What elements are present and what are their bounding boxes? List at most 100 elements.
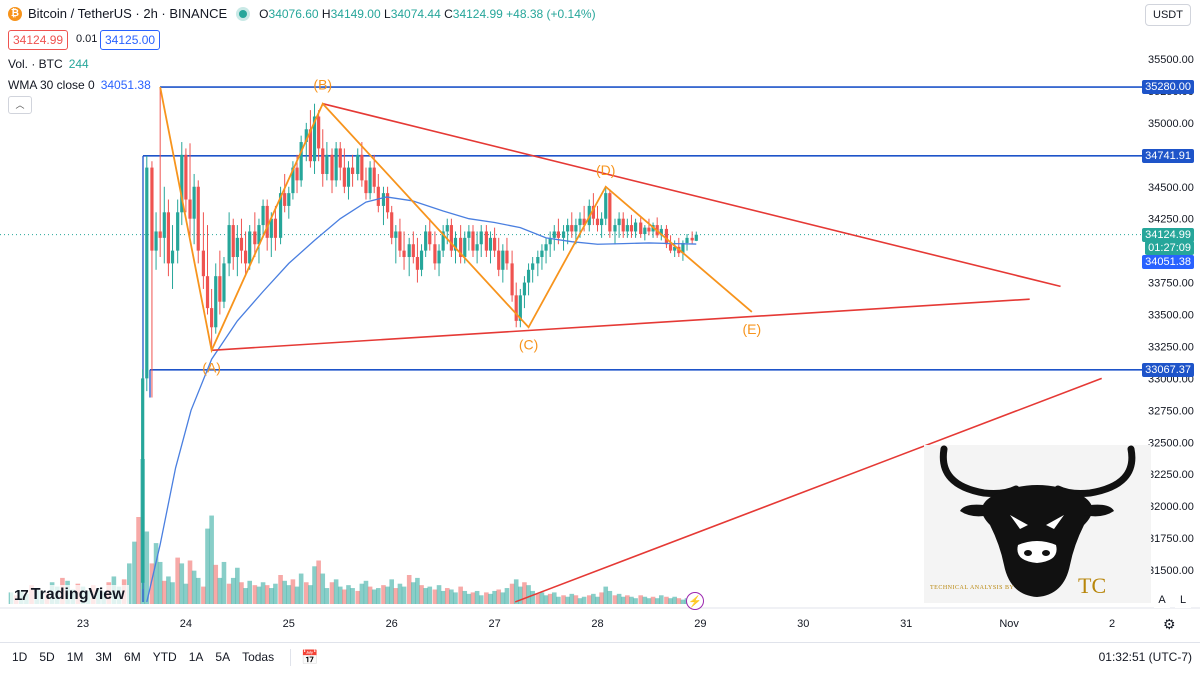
candle-body — [433, 244, 437, 264]
candle-body — [647, 227, 651, 232]
candle-body — [372, 167, 376, 187]
timeframe-6m[interactable]: 6M — [124, 650, 141, 664]
y-tick-label: 32250.00 — [1148, 469, 1194, 481]
candle-body — [685, 237, 689, 243]
log-scale-button[interactable]: L — [1175, 592, 1191, 608]
candle-body — [613, 225, 617, 232]
timeframe-3m[interactable]: 3M — [95, 650, 113, 664]
candle-body — [248, 231, 252, 264]
timeframe-1a[interactable]: 1A — [188, 650, 204, 664]
volume-bar — [629, 596, 634, 604]
candle-body — [501, 250, 505, 270]
volume-bar — [625, 595, 630, 604]
volume-bar — [397, 583, 403, 604]
volume-bar — [179, 563, 185, 604]
timeframe-todas[interactable]: Todas — [242, 650, 275, 664]
candle-body — [415, 257, 420, 270]
low-value: 34074.44 — [390, 6, 441, 21]
volume-bar — [286, 585, 292, 604]
y-tick-label: 31500.00 — [1148, 565, 1194, 577]
chart[interactable]: 35500.0035250.0035000.0034750.0034500.00… — [0, 0, 1200, 642]
candle-body — [269, 218, 273, 238]
lightning-icon[interactable]: ⚡ — [686, 592, 704, 610]
symbol-title[interactable]: Bitcoin / TetherUS · 2h · BINANCE — [28, 6, 228, 21]
candle-body — [617, 218, 621, 226]
volume-bar — [191, 570, 197, 604]
buy-button[interactable]: 34125.00 — [100, 30, 161, 50]
bull-icon — [939, 445, 1136, 597]
clock[interactable]: 01:32:51 (UTC-7) — [1098, 650, 1192, 664]
volume-bar — [565, 596, 570, 604]
wma-legend[interactable]: WMA 30 close 0 34051.38 — [8, 78, 151, 92]
calendar-icon[interactable]: 📅 — [290, 648, 319, 666]
volume-bar — [333, 579, 339, 604]
volume-bar — [324, 588, 330, 604]
candle-body — [578, 218, 582, 226]
volume-bar — [269, 588, 274, 604]
wave-line — [159, 86, 753, 354]
volume-bar — [247, 580, 252, 604]
gear-icon[interactable]: ⚙ — [1163, 616, 1176, 632]
volume-bar — [367, 586, 373, 604]
volume-bar — [522, 582, 527, 604]
chevron-up-icon[interactable]: ︿ — [8, 96, 32, 114]
candle-body — [368, 167, 372, 194]
volume-bar — [496, 589, 502, 604]
volume-bar — [650, 596, 656, 604]
tradingview-logo[interactable]: 17 TradingView — [10, 585, 129, 605]
volume-bar — [543, 595, 549, 604]
candle-body — [321, 148, 325, 174]
volume-bar — [195, 577, 201, 604]
candle-body — [625, 225, 629, 232]
level-badge: 34741.91 — [1142, 148, 1194, 163]
volume-bar — [518, 586, 523, 604]
volume-bar — [658, 595, 664, 604]
timeframe-5a[interactable]: 5A — [215, 650, 231, 664]
candle-body — [484, 231, 488, 251]
volume-bar — [440, 590, 446, 604]
volume-bar — [371, 589, 377, 604]
timeframe-ytd[interactable]: YTD — [152, 650, 177, 664]
volume-bar — [492, 590, 497, 604]
currency-select[interactable]: USDT — [1145, 4, 1191, 26]
volume-bar — [166, 576, 171, 604]
high-value: 34149.00 — [330, 6, 381, 21]
volume-bar — [591, 593, 596, 604]
candle-body — [231, 225, 235, 258]
sell-button[interactable]: 34124.99 — [8, 30, 69, 50]
candle-body — [522, 282, 527, 296]
candle-body — [621, 218, 625, 232]
tradingview-wordmark: TradingView — [30, 586, 125, 603]
timeframe-5d[interactable]: 5D — [39, 650, 55, 664]
candle-body — [471, 231, 475, 251]
volume-bar — [427, 586, 433, 604]
tradingview-icon: 17 — [14, 586, 29, 604]
volume-bar — [509, 583, 515, 604]
candle-body — [350, 167, 355, 174]
candle-body — [479, 231, 483, 245]
candle-body — [574, 225, 578, 232]
candle-body — [398, 231, 402, 251]
candle-body — [540, 250, 544, 258]
candle-body — [317, 116, 321, 149]
candle-body — [166, 212, 171, 264]
volume-bar — [642, 596, 648, 604]
volume-legend[interactable]: Vol. · BTC 244 — [8, 57, 89, 71]
volume-bar — [175, 557, 180, 604]
auto-scale-button[interactable]: A — [1154, 592, 1170, 608]
candle-body — [488, 237, 493, 251]
candle-body — [629, 225, 634, 232]
timeframe-1d[interactable]: 1D — [12, 650, 28, 664]
candle-body — [154, 231, 158, 251]
volume-bar — [607, 590, 613, 604]
y-tick-label: 31750.00 — [1148, 533, 1194, 545]
volume-bar — [573, 595, 579, 604]
timeframe-1m[interactable]: 1M — [66, 650, 84, 664]
volume-bar — [646, 598, 652, 604]
price-axis — [1143, 0, 1200, 642]
candle-body — [552, 231, 556, 238]
candle-body — [441, 231, 445, 251]
volume-bar — [654, 598, 660, 604]
y-tick-label: 32750.00 — [1148, 405, 1194, 417]
volume-bar — [415, 577, 420, 604]
